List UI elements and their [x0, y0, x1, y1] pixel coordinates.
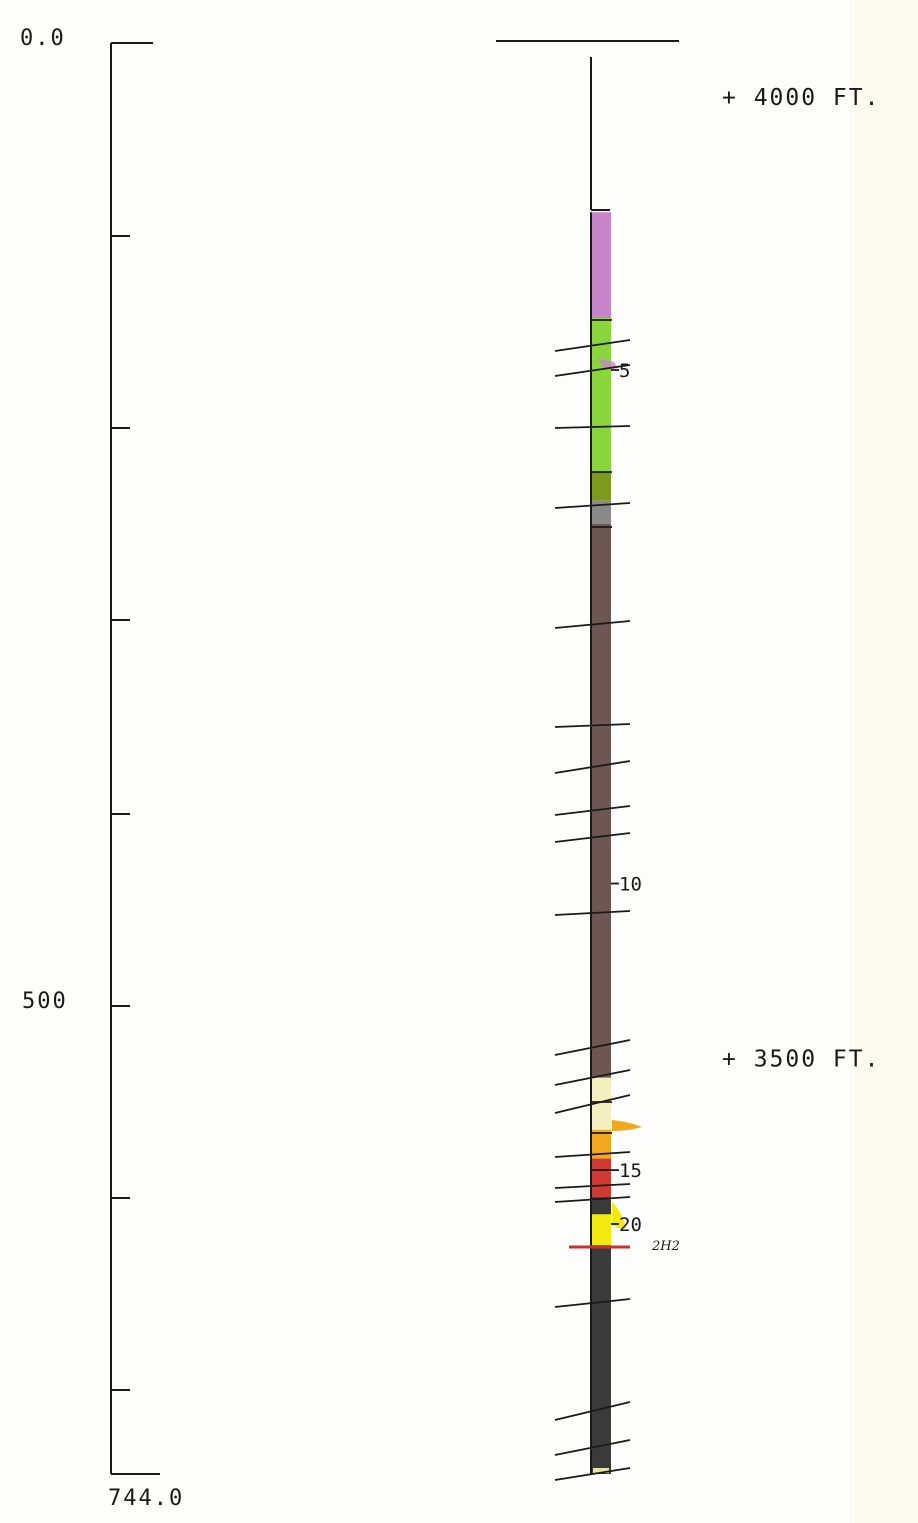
fracture-mark — [554, 502, 631, 509]
contact-ticks — [591, 319, 612, 1171]
lithology-column — [590, 212, 611, 1474]
sample-number-label: 20 — [619, 1214, 642, 1236]
lithology-interval-cream — [591, 1077, 611, 1130]
elevation-label: + 4000 FT. — [722, 85, 880, 111]
sample-number-label: 5 — [619, 360, 630, 382]
depth-scale — [110, 42, 160, 1475]
lithology-interval-dark — [591, 1245, 611, 1474]
lithology-interval-orange — [591, 1129, 611, 1159]
elevation-label: + 3500 FT. — [722, 1047, 880, 1073]
fracture-mark — [554, 1183, 631, 1189]
fracture-mark — [554, 620, 631, 629]
fracture-mark — [554, 760, 631, 774]
column-bottom-cap — [593, 1468, 609, 1473]
fracture-mark — [554, 364, 631, 377]
fracture-mark — [554, 1298, 631, 1308]
fracture-mark — [554, 1039, 631, 1056]
fracture-mark — [554, 1069, 631, 1086]
fracture-mark — [554, 1439, 631, 1456]
lithology-interval-olive — [591, 471, 611, 501]
sample-labels: 5 10 15 20 — [611, 360, 642, 1236]
fracture-mark — [554, 425, 631, 429]
sample-number-label: 15 — [619, 1160, 642, 1182]
fracture-mark — [554, 910, 631, 916]
fracture-mark — [554, 1094, 631, 1114]
handwritten-annotation: 2H2 — [651, 1239, 680, 1254]
fracture-mark — [554, 1151, 631, 1158]
fracture-mark — [554, 1467, 631, 1481]
fracture-mark — [554, 1196, 631, 1203]
fracture-mark — [554, 1401, 631, 1421]
fracture-mark — [554, 832, 631, 843]
lithology-interval-dark — [591, 1197, 611, 1215]
depth-bottom-label: 744.0 — [108, 1486, 184, 1511]
depth-top-label: 0.0 — [20, 26, 66, 51]
lithology-interval-brown — [591, 523, 611, 1078]
fracture-marks — [554, 339, 631, 1481]
sample-number-label: 10 — [619, 874, 642, 896]
lithology-interval-gray — [591, 500, 611, 524]
orange-flare-mark — [612, 1120, 642, 1131]
lithology-interval-green — [591, 318, 611, 472]
fracture-mark — [554, 339, 631, 352]
fracture-mark — [554, 723, 631, 728]
paper-edge — [850, 0, 918, 1523]
elevation-labels: + 4000 FT. + 3500 FT. — [722, 85, 880, 1073]
lithology-interval-yellow — [591, 1214, 611, 1246]
fracture-mark — [554, 805, 631, 816]
lithology-interval-purple — [591, 212, 611, 319]
yellow-smear-mark — [612, 1202, 626, 1229]
well-top — [496, 40, 679, 211]
depth-mid-label: 500 — [22, 989, 68, 1014]
lithology-interval-red — [591, 1158, 611, 1198]
